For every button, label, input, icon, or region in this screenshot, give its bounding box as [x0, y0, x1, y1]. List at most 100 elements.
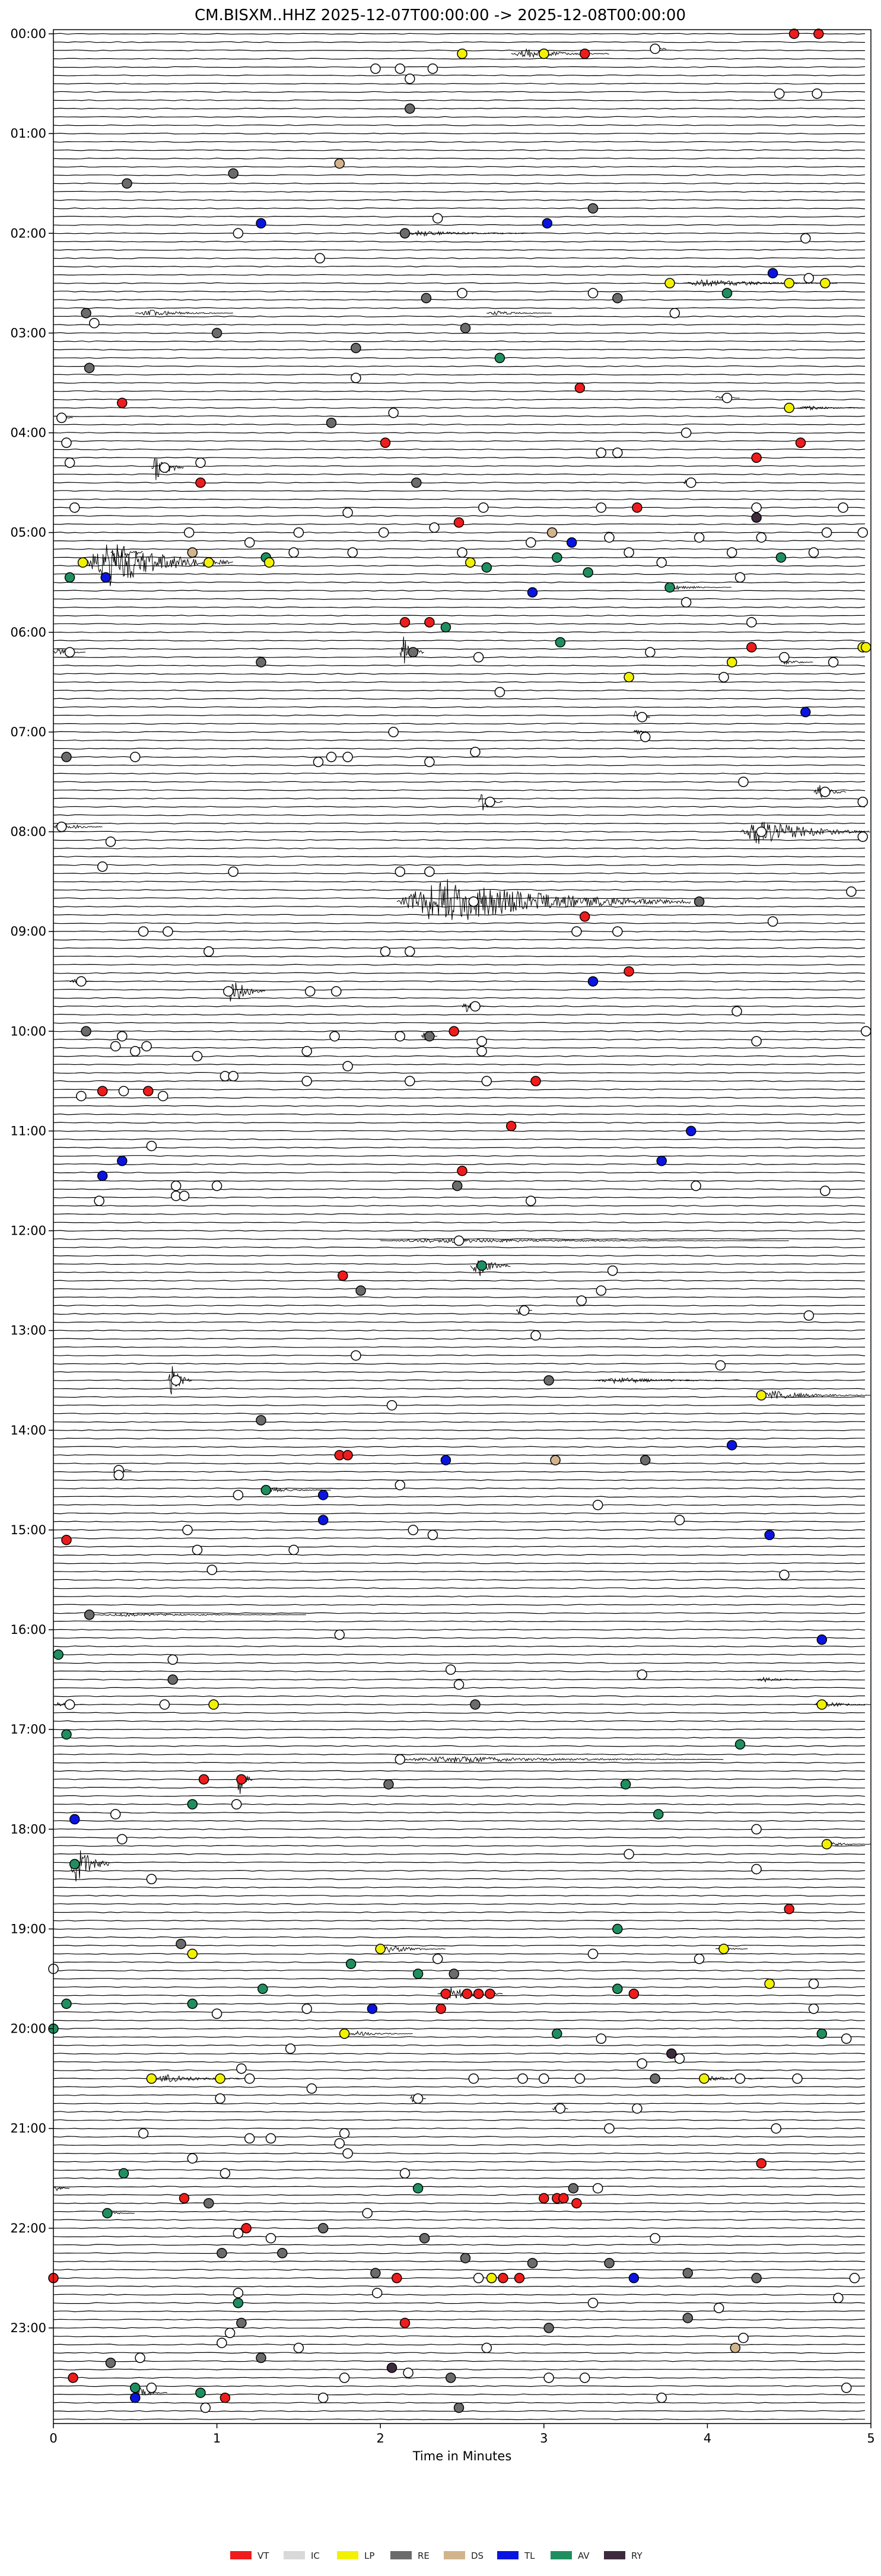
event-marker-av	[61, 1998, 72, 2009]
event-marker-ic	[519, 1305, 530, 1316]
event-marker-av	[53, 1649, 64, 1660]
trace-line	[53, 1354, 866, 1357]
event-marker-ic	[650, 43, 660, 54]
trace-line	[53, 332, 866, 334]
trace-line	[53, 2161, 866, 2163]
event-marker-re	[460, 323, 471, 333]
event-marker-re	[405, 103, 415, 114]
trace-line	[53, 399, 866, 400]
trace-line	[53, 2011, 866, 2013]
trace-line	[53, 1121, 866, 1124]
trace-line	[53, 207, 866, 209]
trace-line	[53, 2169, 866, 2171]
event-marker-tl	[256, 218, 266, 229]
event-marker-ic	[64, 1699, 75, 1710]
trace-line	[53, 1761, 865, 1764]
event-marker-lp	[784, 402, 794, 414]
event-marker-ic	[686, 477, 696, 488]
event-marker-ic	[304, 986, 316, 997]
event-marker-ds	[187, 547, 198, 558]
event-marker-ic	[539, 2073, 549, 2084]
waveform-burst	[781, 660, 813, 665]
trace-line	[53, 930, 866, 933]
event-marker-ic	[751, 1824, 762, 1835]
event-marker-ic	[342, 2148, 353, 2159]
event-marker-vt	[795, 437, 806, 449]
trace-lines	[53, 33, 866, 2421]
event-marker-ic	[288, 1544, 299, 1556]
trace-line	[53, 382, 866, 384]
trace-line	[53, 190, 866, 193]
event-marker-ic	[457, 288, 467, 298]
trace-line	[53, 1446, 866, 1448]
x-axis-ticks: 0 1 2 3 4 5	[49, 2424, 875, 2445]
trace-line	[53, 1587, 866, 1589]
event-marker-re	[682, 2313, 694, 2323]
trace-line	[53, 947, 866, 949]
event-marker-ic	[76, 1090, 87, 1102]
event-marker-ic	[105, 837, 116, 847]
event-marker-re	[460, 2253, 471, 2263]
event-marker-ic	[265, 2133, 276, 2144]
event-marker-av	[721, 288, 733, 298]
event-marker-ry	[386, 2362, 397, 2373]
event-marker-lp	[664, 278, 675, 289]
trace-line	[53, 723, 865, 725]
event-marker-lp	[264, 557, 275, 568]
trace-line	[53, 2053, 866, 2055]
trace-line	[53, 407, 865, 409]
trace-line	[53, 2103, 866, 2105]
event-marker-vt	[424, 617, 435, 628]
trace-line	[53, 2244, 866, 2246]
event-marker-vt	[195, 477, 206, 488]
trace-line	[53, 1213, 866, 1215]
legend-swatch	[230, 2551, 252, 2559]
trace-line	[53, 2393, 866, 2396]
event-marker-re	[370, 2267, 381, 2279]
event-marker-lp	[860, 642, 872, 653]
trace-line	[53, 507, 866, 509]
event-marker-vt	[198, 1774, 209, 1785]
trace-line	[53, 1720, 866, 1722]
event-marker-re	[445, 2373, 456, 2383]
event-marker-re	[470, 1699, 481, 1710]
event-marker-re	[650, 2073, 660, 2084]
event-marker-ic	[751, 502, 762, 513]
event-marker-ic	[427, 63, 438, 74]
event-marker-ic	[64, 457, 75, 468]
trace-line	[53, 1803, 866, 1805]
trace-line	[53, 2377, 866, 2379]
event-marker-ic	[457, 547, 467, 558]
event-marker-ic	[403, 2367, 414, 2378]
trace-line	[53, 1570, 866, 1573]
trace-line	[53, 373, 866, 376]
trace-line	[53, 1995, 866, 1996]
event-marker-ic	[113, 1470, 124, 1481]
y-tick-label: 13:00	[10, 1324, 46, 1338]
event-marker-ic	[476, 1046, 487, 1057]
event-marker-ic	[170, 1181, 182, 1191]
trace-line	[53, 1471, 866, 1473]
y-tick-label: 15:00	[10, 1523, 46, 1537]
legend-label: AV	[578, 2550, 590, 2561]
event-marker-ic	[637, 711, 647, 723]
legend-swatch	[604, 2551, 625, 2559]
event-marker-vt	[453, 517, 465, 528]
trace-line	[53, 1487, 866, 1490]
event-marker-tl	[97, 1171, 108, 1181]
trace-line	[53, 1828, 866, 1830]
event-marker-ry	[666, 2048, 677, 2059]
event-marker-ic	[821, 527, 832, 538]
event-marker-ic	[574, 2073, 586, 2084]
event-marker-ic	[803, 273, 815, 284]
trace-line	[53, 1413, 866, 1415]
trace-line	[53, 257, 866, 259]
trace-line	[53, 2094, 866, 2096]
event-marker-ic	[691, 1181, 701, 1191]
y-tick-label: 03:00	[10, 326, 46, 340]
trace-line	[53, 315, 866, 317]
trace-line	[53, 1928, 866, 1930]
trace-line	[53, 1811, 866, 1814]
trace-line	[53, 1961, 866, 1963]
event-marker-ic	[301, 1046, 312, 1057]
